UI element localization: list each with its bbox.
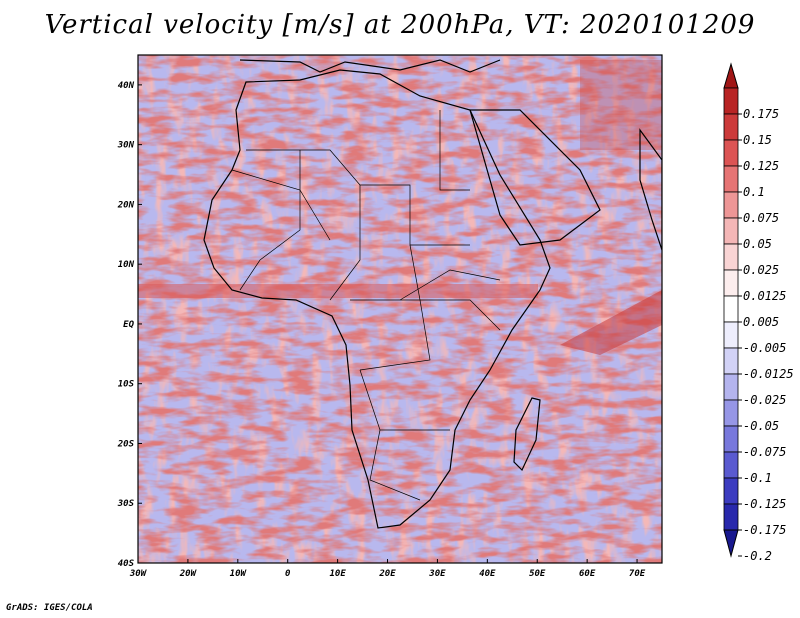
colorbar-swatch <box>723 477 739 505</box>
colorbar-swatch <box>723 165 739 193</box>
colorbar-label: -0.075 <box>743 445 786 459</box>
lat-tick-label: 10S <box>118 380 135 390</box>
colorbar-label: -0.025 <box>743 393 786 407</box>
colorbar-label: -0.05 <box>743 419 779 433</box>
colorbar-swatch <box>723 113 739 141</box>
lon-tick-label: 10E <box>329 569 346 579</box>
colorbar-label: 0.125 <box>743 159 779 173</box>
colorbar-label: -0.0125 <box>743 367 794 381</box>
colorbar-label: 0.0125 <box>743 289 786 303</box>
colorbar-swatch <box>723 243 739 271</box>
colorbar-label: 0.05 <box>743 237 772 251</box>
lat-tick-label: 20S <box>117 439 135 449</box>
velocity-field <box>138 55 662 563</box>
colorbar-label: 0.15 <box>743 133 772 147</box>
colorbar-label: -0.1 <box>743 471 772 485</box>
lat-tick-label: 30N <box>117 141 135 151</box>
lon-tick-label: 20E <box>378 569 396 579</box>
colorbar-max-triangle <box>723 62 739 89</box>
latitude-axis: 40N 30N 20N 10N EQ 10S 20S 30S 40S <box>117 81 142 569</box>
colorbar-swatch <box>723 139 739 167</box>
lat-tick-label: 10N <box>118 260 135 270</box>
madagascar-coastline <box>513 397 541 472</box>
colorbar-swatch <box>723 217 739 245</box>
colorbar-label: 0.1 <box>743 185 765 199</box>
coastlines <box>203 59 662 529</box>
colorbar-label: 0.075 <box>743 211 779 225</box>
lon-tick-label: 50E <box>529 569 546 579</box>
colorbar-min-triangle <box>723 529 739 558</box>
colorbar-swatch <box>723 295 739 323</box>
colorbar-swatch <box>723 347 739 375</box>
lat-tick-label: 40N <box>118 81 135 91</box>
lat-tick-label: 40S <box>118 559 135 569</box>
colorbar-label: 0.005 <box>743 315 779 329</box>
arabia-coastline <box>469 109 601 246</box>
lon-tick-label: 20W <box>179 569 198 579</box>
grads-credit: GrADS: IGES/COLA <box>6 603 93 613</box>
lon-tick-label: 70E <box>629 569 646 579</box>
europe-coastline <box>239 59 501 73</box>
colorbar-swatch <box>723 503 739 531</box>
colorbar-swatch <box>723 399 739 427</box>
longitude-axis: 30W 20W 10W 0 10E 20E 30E 40E 50E 60E 70E <box>129 559 646 579</box>
lon-tick-label: 30E <box>428 569 446 579</box>
colorbar-label: -0.125 <box>743 497 786 511</box>
colorbar-swatch <box>723 425 739 453</box>
colorbar-swatch <box>723 373 739 401</box>
lat-tick-label: 20N <box>117 200 135 210</box>
lat-tick-label: 30S <box>117 499 135 509</box>
africa-coastline <box>203 69 551 529</box>
plot-frame <box>137 54 663 564</box>
colorbar-label: -0.005 <box>743 341 786 355</box>
colorbar: 0.175 0.15 0.125 0.1 0.075 0.05 0.025 0.0125 0.0… <box>723 62 794 563</box>
lon-tick-label: 40E <box>479 569 496 579</box>
lat-tick-label: EQ <box>123 320 134 330</box>
colorbar-label: -0.175 <box>743 523 786 537</box>
colorbar-swatch <box>723 87 739 115</box>
colorbar-label: 0.175 <box>743 107 779 121</box>
india-coastline <box>639 128 662 251</box>
colorbar-label: -0.2 <box>743 549 772 563</box>
lon-tick-label: 0 <box>285 569 291 579</box>
colorbar-swatch <box>723 191 739 219</box>
colorbar-swatch <box>723 321 739 349</box>
lon-tick-label: 30W <box>129 569 148 579</box>
chart-title: Vertical velocity [m/s] at 200hPa, VT: 2… <box>44 10 756 40</box>
colorbar-label: 0.025 <box>743 263 779 277</box>
country-borders <box>231 110 501 501</box>
lon-tick-label: 10W <box>230 569 248 579</box>
lon-tick-label: 60E <box>579 569 596 579</box>
colorbar-swatch <box>723 451 739 479</box>
colorbar-swatch <box>723 269 739 297</box>
